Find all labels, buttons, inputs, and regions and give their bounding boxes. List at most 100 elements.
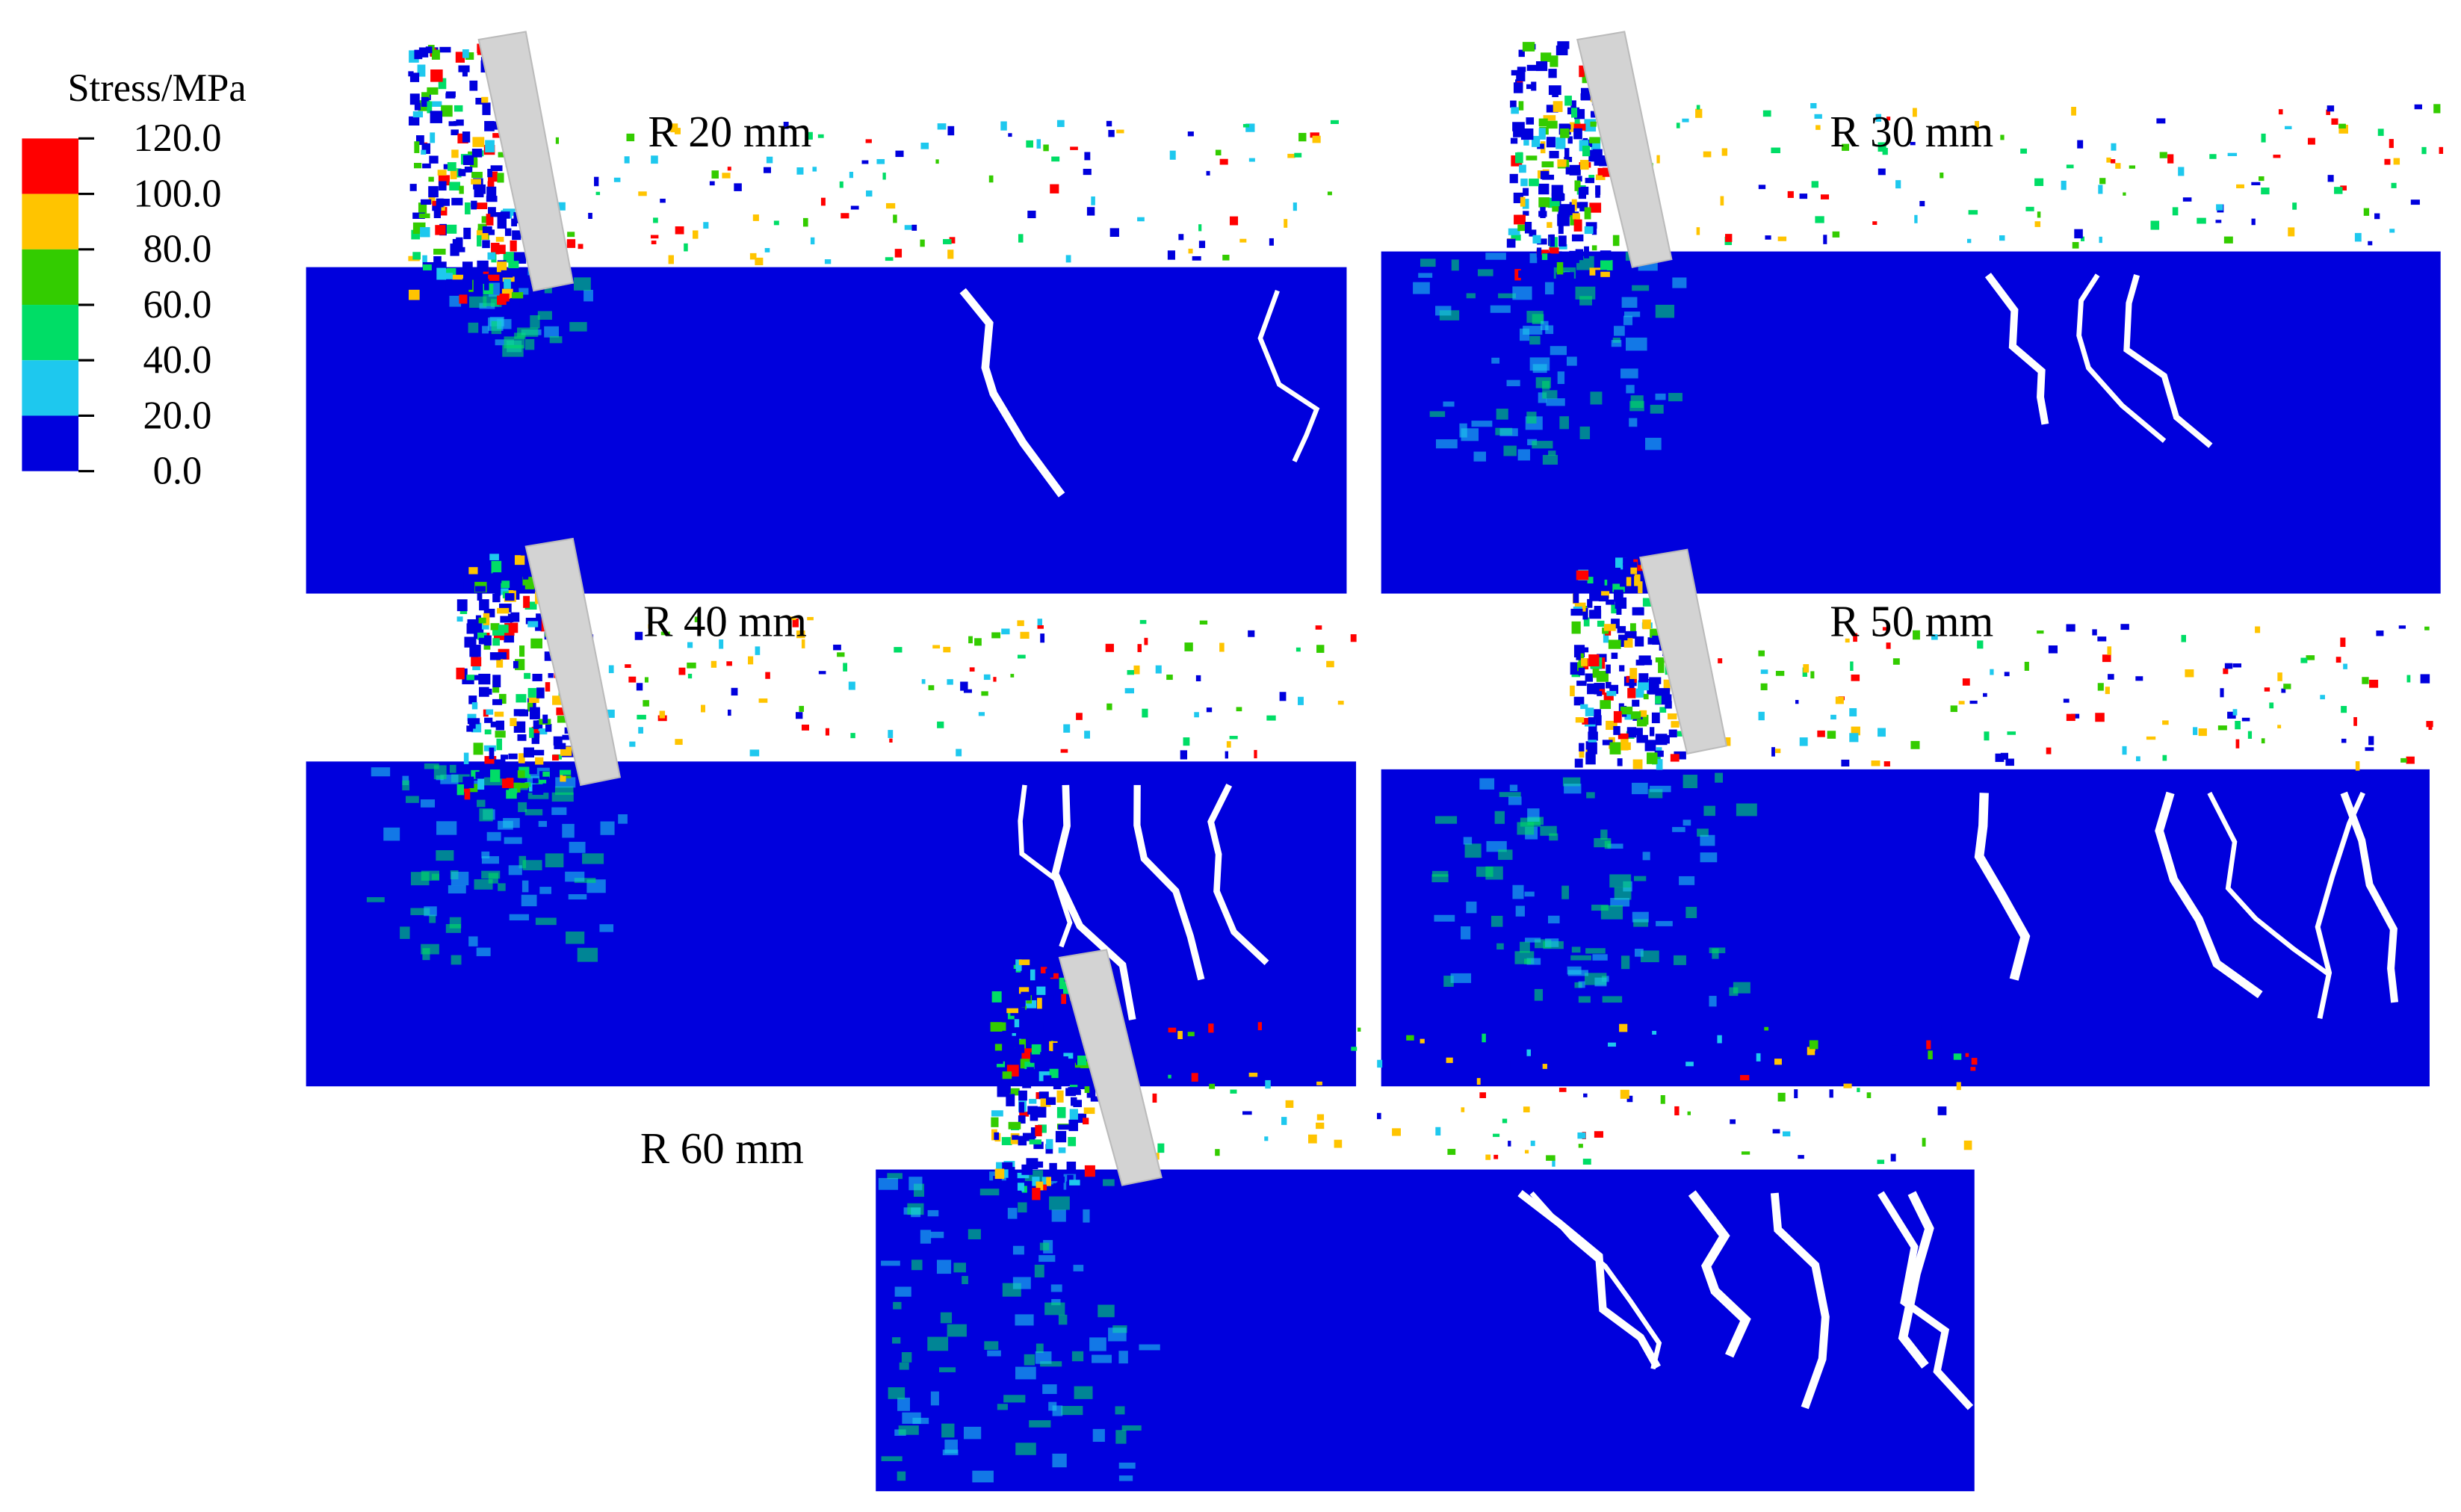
stress-cell xyxy=(1578,996,1591,1003)
chip xyxy=(409,184,417,191)
debris xyxy=(1695,108,1703,118)
chip xyxy=(1555,272,1567,280)
chip xyxy=(1048,973,1059,979)
color-band xyxy=(22,305,79,361)
debris xyxy=(1871,760,1880,766)
chip xyxy=(1053,990,1062,1003)
chip xyxy=(1506,238,1516,248)
stress-cell xyxy=(1520,941,1530,953)
chip xyxy=(1015,1044,1025,1053)
debris xyxy=(850,733,855,739)
debris xyxy=(969,667,975,672)
debris xyxy=(1254,749,1257,759)
stress-cell xyxy=(1629,418,1638,427)
debris xyxy=(991,632,1001,639)
stress-cell xyxy=(1038,1255,1056,1262)
stress-cell xyxy=(1052,1405,1063,1416)
panel: R 20 mm xyxy=(306,31,1347,594)
chip xyxy=(1620,580,1626,587)
chip xyxy=(412,212,425,219)
stress-cell xyxy=(1604,840,1612,849)
debris xyxy=(956,749,962,757)
debris xyxy=(2335,657,2341,663)
stress-cell xyxy=(894,1286,911,1297)
stress-cell xyxy=(1532,441,1553,449)
debris xyxy=(1461,1107,1465,1112)
crack xyxy=(1688,1190,1751,1358)
stress-cell xyxy=(1683,819,1691,826)
chip xyxy=(1518,49,1525,58)
chip xyxy=(456,599,468,612)
chip xyxy=(1611,619,1620,629)
chip xyxy=(1616,604,1622,615)
chip xyxy=(1583,617,1590,627)
debris xyxy=(636,683,643,691)
chip xyxy=(1067,1068,1080,1077)
chip xyxy=(1531,135,1541,147)
debris xyxy=(1928,1050,1933,1059)
debris xyxy=(1756,1053,1761,1062)
chip xyxy=(1597,577,1605,587)
chip xyxy=(508,753,518,760)
stress-cell xyxy=(1491,357,1500,364)
chip xyxy=(464,636,477,648)
chip xyxy=(1626,727,1637,738)
debris xyxy=(932,645,941,649)
tick-label: 100.0 xyxy=(133,172,221,215)
debris xyxy=(1157,1143,1165,1153)
stress-cell xyxy=(1034,1264,1044,1277)
stress-cell xyxy=(1542,454,1558,465)
chip xyxy=(1011,1190,1022,1200)
stress-cell xyxy=(997,1404,1008,1410)
debris xyxy=(1008,133,1012,137)
debris xyxy=(1191,1073,1198,1082)
debris xyxy=(684,243,688,252)
chip xyxy=(991,1117,999,1127)
chip xyxy=(1589,592,1599,601)
debris xyxy=(1010,674,1015,678)
debris xyxy=(1000,121,1007,131)
stress-cell xyxy=(1650,404,1664,414)
chip xyxy=(1584,246,1589,258)
chip xyxy=(1642,598,1654,607)
stress-cell xyxy=(481,851,490,859)
stress-cell xyxy=(1525,938,1541,943)
debris xyxy=(1051,156,1060,162)
chip xyxy=(501,755,509,760)
debris xyxy=(2162,720,2169,725)
chip xyxy=(1006,1174,1015,1184)
chip xyxy=(532,673,542,681)
chip xyxy=(527,621,539,628)
stress-cell xyxy=(1496,943,1504,950)
stress-cell xyxy=(1435,816,1458,824)
chip xyxy=(1541,264,1551,278)
chip xyxy=(1618,733,1629,740)
stress-cell xyxy=(1108,1327,1127,1342)
debris xyxy=(1226,741,1231,748)
stress-cell xyxy=(479,808,493,822)
debris xyxy=(624,156,630,164)
stress-cell xyxy=(1485,252,1506,260)
stress-cell xyxy=(1679,876,1695,885)
debris xyxy=(2000,134,2005,140)
chip xyxy=(1010,968,1016,979)
rock-specimen xyxy=(876,1169,1975,1492)
chip xyxy=(1585,707,1594,716)
debris xyxy=(820,197,826,206)
chip xyxy=(1558,244,1567,250)
debris xyxy=(2420,674,2430,684)
chip xyxy=(1021,1186,1027,1193)
debris xyxy=(1970,1067,1976,1071)
debris xyxy=(1775,749,1781,754)
chip xyxy=(468,567,478,574)
chip xyxy=(453,168,462,178)
debris xyxy=(1351,1047,1358,1051)
chip xyxy=(1522,199,1529,209)
chip xyxy=(500,211,510,219)
debris xyxy=(1720,196,1724,206)
chip xyxy=(1649,727,1655,737)
debris xyxy=(2327,175,2334,182)
debris xyxy=(1741,1151,1750,1155)
chip xyxy=(466,623,477,634)
